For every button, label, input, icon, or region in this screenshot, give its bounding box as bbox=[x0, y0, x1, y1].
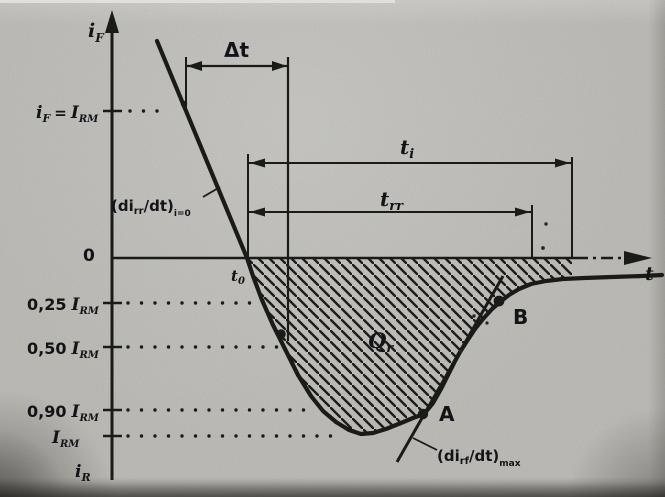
paper-grain-texture bbox=[0, 0, 665, 497]
scanned-diode-reverse-recovery-diagram: iF iF = IRM 0 0,25 IRM 0,50 IRM 0,90 IRM IRM … bbox=[0, 0, 665, 497]
recovery-waveform-figure: iF iF = IRM 0 0,25 IRM 0,50 IRM 0,90 IRM IRM … bbox=[0, 0, 665, 497]
